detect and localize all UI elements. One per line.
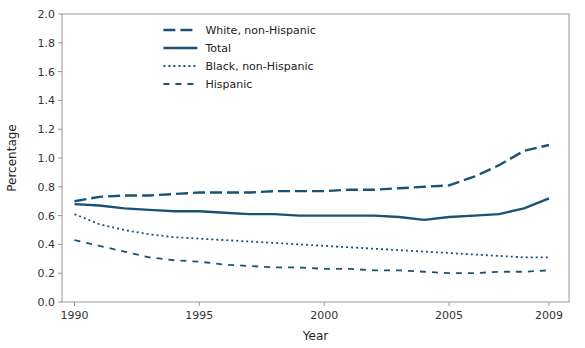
- x-tick-label: 2000: [310, 309, 338, 322]
- y-tick-label: 1.6: [38, 66, 56, 79]
- y-axis: 0.0 0.2 0.4 0.6 0.8 1.0 1.2 1.4 1.6 1.8 2.0: [38, 8, 63, 309]
- x-tick: [199, 302, 200, 306]
- lines: [74, 145, 549, 273]
- y-tick: [58, 42, 62, 43]
- y-tick: [58, 14, 62, 15]
- x-tick: [449, 302, 450, 306]
- y-tick: [58, 215, 62, 216]
- y-tick: [58, 71, 62, 72]
- plot-frame: [62, 14, 569, 302]
- legend-label: Hispanic: [205, 78, 252, 91]
- x-tick-label: 1995: [185, 309, 213, 322]
- y-tick: [58, 244, 62, 245]
- legend-label: Black, non-Hispanic: [205, 60, 313, 73]
- y-tick-label: 1.2: [38, 123, 56, 136]
- x-tick-label: 1990: [60, 309, 88, 322]
- y-tick-label: 0.6: [38, 210, 56, 223]
- legend: White, non-Hispanic Total Black, non-Hispa…: [163, 24, 315, 91]
- y-tick: [58, 186, 62, 187]
- y-tick-label: 0.2: [38, 267, 56, 280]
- x-axis: 1990 1995 2000 2005 2009: [60, 302, 563, 322]
- y-tick-label: 1.8: [38, 37, 56, 50]
- series-line: [74, 145, 549, 201]
- y-tick: [58, 302, 62, 303]
- series-line: [74, 214, 549, 257]
- chart: 0.00.20.40.60.81.01.21.41.61.82.01990199…: [0, 0, 585, 348]
- y-tick-label: 0.8: [38, 181, 56, 194]
- x-tick-label: 2005: [435, 309, 463, 322]
- legend-label: White, non-Hispanic: [205, 24, 315, 37]
- series-line: [74, 240, 549, 273]
- legend-label: Total: [204, 42, 231, 55]
- x-tick: [324, 302, 325, 306]
- y-tick-label: 1.0: [38, 152, 56, 165]
- x-tick: [74, 302, 75, 306]
- x-tick-label: 2009: [535, 309, 563, 322]
- y-tick: [58, 100, 62, 101]
- y-tick-label: 1.4: [38, 94, 56, 107]
- legend-swatch: [163, 47, 197, 49]
- legend-swatch: [163, 83, 197, 85]
- y-tick-label: 0.0: [38, 296, 56, 309]
- x-tick: [549, 302, 550, 306]
- y-tick: [58, 158, 62, 159]
- x-axis-label: Year: [302, 329, 328, 343]
- y-tick: [58, 129, 62, 130]
- series-line: [74, 198, 549, 220]
- legend-swatch: [163, 65, 197, 67]
- y-tick-label: 0.4: [38, 238, 56, 251]
- y-tick-label: 2.0: [38, 8, 56, 21]
- y-tick: [58, 273, 62, 274]
- y-axis-label: Percentage: [5, 124, 19, 192]
- legend-swatch: [163, 29, 197, 31]
